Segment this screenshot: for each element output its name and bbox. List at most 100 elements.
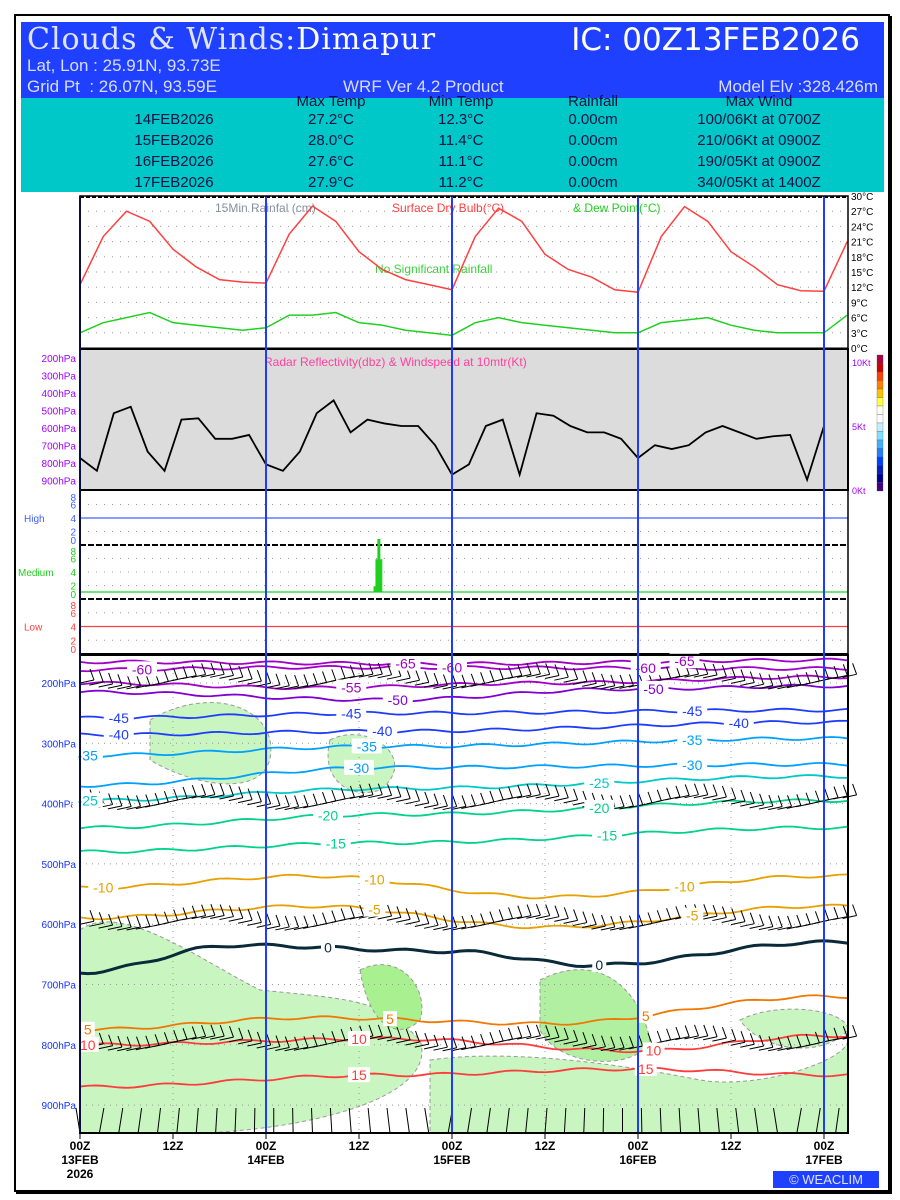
wind-barb <box>117 926 132 931</box>
wind-barb-flag <box>256 1031 262 1044</box>
wind-barb <box>507 916 522 921</box>
isotherm--20 <box>79 798 848 830</box>
wind-barb-flag <box>805 671 811 684</box>
wind-barb-flag <box>191 785 197 797</box>
wind-barb <box>675 1036 690 1041</box>
label-bg <box>367 723 398 739</box>
wind-barb-flag <box>405 787 411 799</box>
table-cell: 28.0°C <box>307 132 355 149</box>
chart-frame <box>14 14 890 1192</box>
table-cell: 0.00cm <box>568 174 618 191</box>
wind-barb-flag <box>842 905 848 917</box>
wind-barb <box>200 914 216 919</box>
wind-barb <box>368 794 383 799</box>
isotherm-label: 0 <box>324 940 332 956</box>
wind-barb-flag <box>117 794 123 807</box>
wind-barb-flag <box>433 1034 439 1047</box>
wind-barb <box>191 915 206 920</box>
wind-barb-flag <box>126 674 132 687</box>
wind-barb-flag <box>359 904 365 917</box>
wind-barb-flag <box>136 1036 141 1048</box>
wind-barb <box>275 685 290 690</box>
colorbar-swatch <box>876 405 884 415</box>
wind-barb <box>256 803 271 808</box>
colorbar-swatch <box>876 439 884 449</box>
wind-barb <box>768 926 783 931</box>
wind-barb-flag <box>238 786 244 798</box>
surface-wind-barb <box>563 1107 567 1134</box>
wind-barb-flag <box>163 670 169 682</box>
wind-barb-flag <box>535 783 541 795</box>
wind-barb <box>582 1044 597 1049</box>
model-elevation: Model Elv :328.426m <box>718 77 878 96</box>
wind-barb <box>200 1035 216 1040</box>
surface-wind-barb <box>176 1107 180 1134</box>
wind-barb-flag <box>117 674 123 686</box>
wind-barb-flag <box>163 790 169 803</box>
isotherm-label: 15 <box>351 1067 367 1083</box>
y-tick-label: 12°C <box>851 283 873 294</box>
surface-wind-barb <box>486 1107 491 1134</box>
wind-barb <box>730 679 746 684</box>
wind-barb-flag <box>452 795 458 807</box>
wind-barb-flag <box>117 1035 123 1048</box>
surface-wind-barb <box>137 1107 143 1134</box>
table-cell: 11.1°C <box>438 153 484 170</box>
x-tick-label: 16FEB <box>619 1153 657 1167</box>
y-tick-label: 6°C <box>851 314 868 325</box>
wind-barb <box>433 684 448 689</box>
wind-barb-flag <box>182 786 188 799</box>
wind-barb <box>182 916 197 921</box>
label-bg <box>677 702 708 718</box>
wind-barb <box>675 674 690 679</box>
initial-condition: IC: 00Z13FEB2026 <box>571 22 860 58</box>
cloud-tick-label: 8 <box>70 601 76 612</box>
wind-barb <box>526 914 541 919</box>
wind-barb-flag <box>554 784 560 797</box>
surface-wind-barb <box>835 1107 840 1134</box>
wind-barb-flag <box>824 788 830 800</box>
wind-barb <box>368 1035 383 1040</box>
row-date: 16FEB2026 <box>134 153 214 170</box>
wind-barb-flag <box>98 670 104 683</box>
wind-barb-flag <box>768 794 774 807</box>
wind-barb <box>526 1035 541 1040</box>
wind-barb <box>256 1044 271 1049</box>
isotherm-label: -10 <box>674 879 694 895</box>
y-tick-label: 30°C <box>851 192 873 203</box>
wind-barb <box>758 1046 774 1051</box>
wind-barb <box>405 679 420 684</box>
pressure-tick-label: 500hPa <box>42 407 77 418</box>
wind-barb-flag <box>266 672 272 684</box>
wind-barb <box>433 926 448 931</box>
wind-barb <box>414 1043 429 1048</box>
wind-barb <box>247 680 262 685</box>
wind-barb <box>377 915 392 920</box>
wind-barb <box>563 678 578 683</box>
wind-barb-flag <box>759 1034 765 1047</box>
wind-barb <box>386 796 402 801</box>
wind-barb-flag <box>777 1036 783 1048</box>
wind-barb-flag <box>108 793 114 805</box>
cloud-layer-label: High <box>24 514 45 525</box>
wind-barb-flag <box>749 912 755 924</box>
wind-barb-flag <box>619 795 625 807</box>
wind-barb-flag <box>442 1036 448 1048</box>
cloud-tick-label: 6 <box>70 609 76 620</box>
wind-barb-flag <box>136 795 141 807</box>
wind-barb <box>758 926 774 931</box>
wind-barb-flag <box>712 1025 718 1037</box>
wind-barb-flag <box>303 1036 309 1048</box>
isotherm-label: 10 <box>351 1031 367 1047</box>
wind-barb-flag <box>591 913 597 925</box>
isotherm-label: -15 <box>597 827 617 843</box>
wind-barb-flag <box>98 912 104 924</box>
wind-barb-flag <box>517 664 523 676</box>
wind-barb <box>554 676 569 681</box>
cloud-bar <box>379 559 383 592</box>
wind-barb-flag <box>284 674 290 686</box>
surface-wind-barb <box>544 1107 548 1134</box>
wind-barb-flag <box>480 1033 486 1046</box>
wind-barb-flag <box>489 670 495 682</box>
